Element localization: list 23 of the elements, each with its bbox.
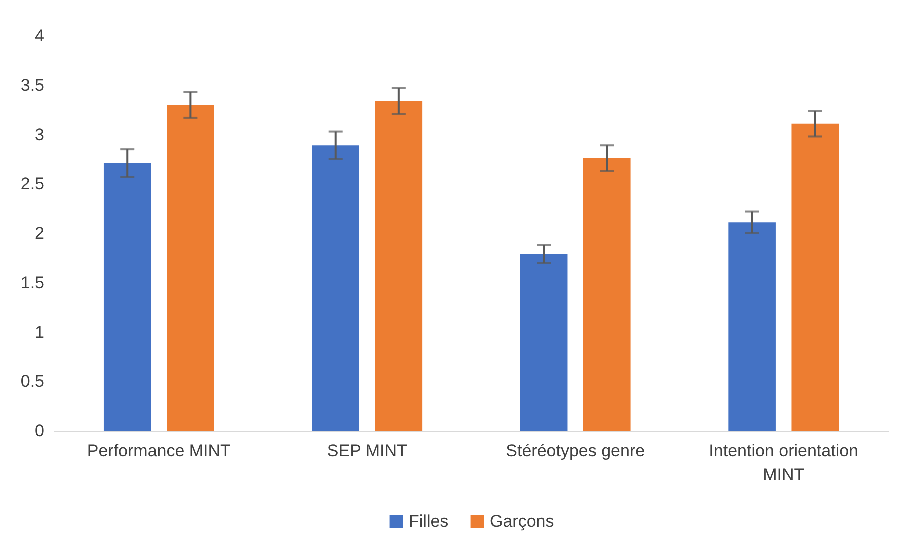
bar (312, 146, 360, 431)
y-tick-label: 0 (35, 422, 44, 440)
bar (104, 163, 152, 431)
x-tick-label: Stéréotypes genre (506, 442, 646, 460)
y-tick-label: 2.5 (20, 174, 44, 194)
y-tick-label: 0.5 (20, 372, 44, 392)
y-tick-label: 3 (35, 125, 44, 144)
x-tick-label: Performance MINT (87, 442, 231, 460)
bar (167, 105, 214, 431)
y-tick-label: 4 (35, 26, 44, 46)
bar (375, 101, 423, 431)
bar (584, 158, 631, 431)
bar (728, 222, 776, 431)
bar (520, 254, 568, 431)
y-tick-label: 2 (35, 224, 44, 243)
x-tick-label: SEP MINT (327, 442, 408, 460)
y-tick-label: 1.5 (20, 273, 44, 292)
y-tick-label: 1 (35, 322, 44, 342)
legend-label: Garçons (490, 512, 554, 531)
legend-label: Filles (409, 512, 449, 531)
y-tick-label: 3.5 (20, 76, 44, 95)
x-tick-label: Intention orientation MINT (709, 442, 859, 484)
bar (792, 124, 840, 431)
